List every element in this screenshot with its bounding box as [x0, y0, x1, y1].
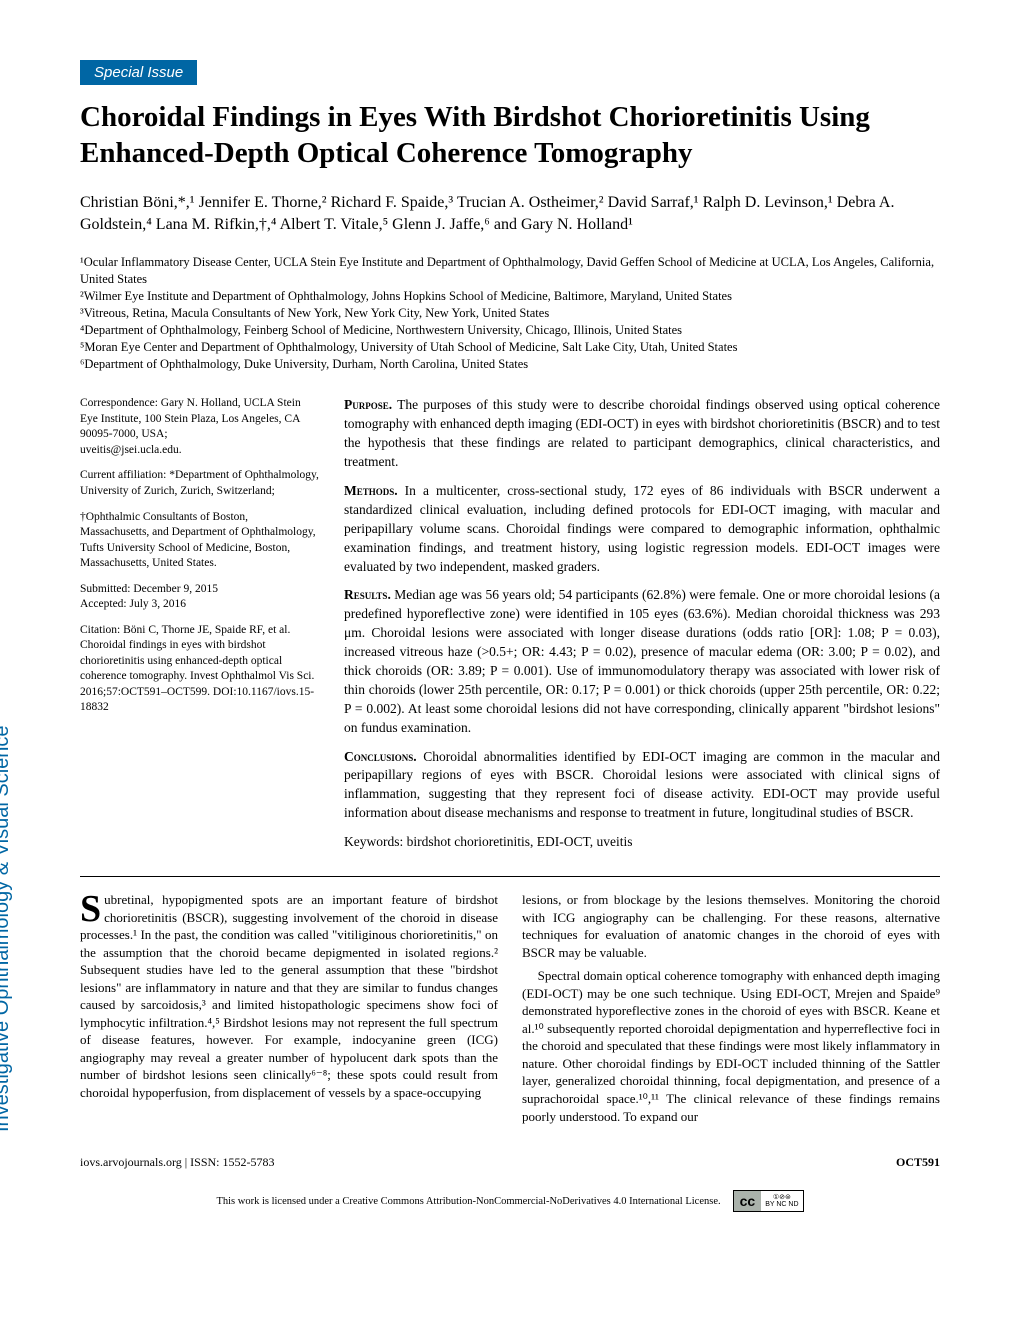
cc-icons: ①⊘⊜ — [765, 1194, 798, 1201]
correspondence-text: Correspondence: Gary N. Holland, UCLA St… — [80, 397, 301, 440]
results-label: Results. — [344, 587, 391, 602]
abstract-content: Purpose. The purposes of this study were… — [344, 396, 940, 862]
section-badge: Special Issue — [80, 60, 197, 85]
article-body: Subretinal, hypopigmented spots are an i… — [80, 891, 940, 1125]
article-title: Choroidal Findings in Eyes With Birdshot… — [80, 99, 940, 172]
conclusions-text: Choroidal abnormalities identified by ED… — [344, 749, 940, 821]
page-footer: iovs.arvojournals.org | ISSN: 1552-5783 … — [80, 1155, 940, 1170]
submitted-date: Submitted: December 9, 2015 — [80, 583, 218, 595]
body-text-1: ubretinal, hypopigmented spots are an im… — [80, 892, 498, 1100]
journal-sidebar: Investigative Ophthalmology & Visual Sci… — [0, 726, 14, 1133]
body-column-right: lesions, or from blockage by the lesions… — [522, 891, 940, 1125]
cc-terms: ①⊘⊜ BY NC ND — [761, 1191, 802, 1211]
current-affiliation-2: †Ophthalmic Consultants of Boston, Massa… — [80, 510, 320, 572]
conclusions-label: Conclusions. — [344, 749, 417, 764]
purpose-label: Purpose. — [344, 397, 392, 412]
body-text-2: lesions, or from blockage by the lesions… — [522, 892, 940, 960]
divider — [80, 876, 940, 877]
page-number: OCT591 — [896, 1155, 940, 1170]
results-text: Median age was 56 years old; 54 particip… — [344, 587, 940, 734]
affiliation: ¹Ocular Inflammatory Disease Center, UCL… — [80, 254, 940, 288]
cc-logo: cc — [734, 1191, 762, 1211]
accepted-date: Accepted: July 3, 2016 — [80, 598, 186, 610]
affiliation: ⁴Department of Ophthalmology, Feinberg S… — [80, 322, 940, 339]
purpose-text: The purposes of this study were to descr… — [344, 397, 940, 469]
correspondence-sidebar: Correspondence: Gary N. Holland, UCLA St… — [80, 396, 320, 862]
footer-issn: iovs.arvojournals.org | ISSN: 1552-5783 — [80, 1155, 275, 1170]
dropcap: S — [80, 891, 104, 925]
methods-text: In a multicenter, cross-sectional study,… — [344, 483, 940, 574]
body-column-left: Subretinal, hypopigmented spots are an i… — [80, 891, 498, 1125]
citation: Citation: Böni C, Thorne JE, Spaide RF, … — [80, 623, 320, 716]
cc-badge-icon: cc ①⊘⊜ BY NC ND — [733, 1190, 804, 1212]
current-affiliation-1: Current affiliation: *Department of Opht… — [80, 468, 320, 499]
affiliation: ³Vitreous, Retina, Macula Consultants of… — [80, 305, 940, 322]
keywords: Keywords: birdshot chorioretinitis, EDI-… — [344, 833, 940, 852]
license-row: This work is licensed under a Creative C… — [80, 1190, 940, 1212]
affiliation: ⁶Department of Ophthalmology, Duke Unive… — [80, 356, 940, 373]
methods-label: Methods. — [344, 483, 398, 498]
affiliations: ¹Ocular Inflammatory Disease Center, UCL… — [80, 254, 940, 372]
license-text: This work is licensed under a Creative C… — [216, 1196, 720, 1207]
cc-labels: BY NC ND — [765, 1201, 798, 1208]
page: Special Issue Choroidal Findings in Eyes… — [0, 0, 1020, 1252]
correspondence-email: uveitis@jsei.ucla.edu. — [80, 444, 182, 456]
body-text-3: Spectral domain optical coherence tomogr… — [522, 967, 940, 1125]
author-list: Christian Böni,*,¹ Jennifer E. Thorne,² … — [80, 192, 940, 237]
affiliation: ⁵Moran Eye Center and Department of Opht… — [80, 339, 940, 356]
affiliation: ²Wilmer Eye Institute and Department of … — [80, 288, 940, 305]
abstract-block: Correspondence: Gary N. Holland, UCLA St… — [80, 396, 940, 862]
